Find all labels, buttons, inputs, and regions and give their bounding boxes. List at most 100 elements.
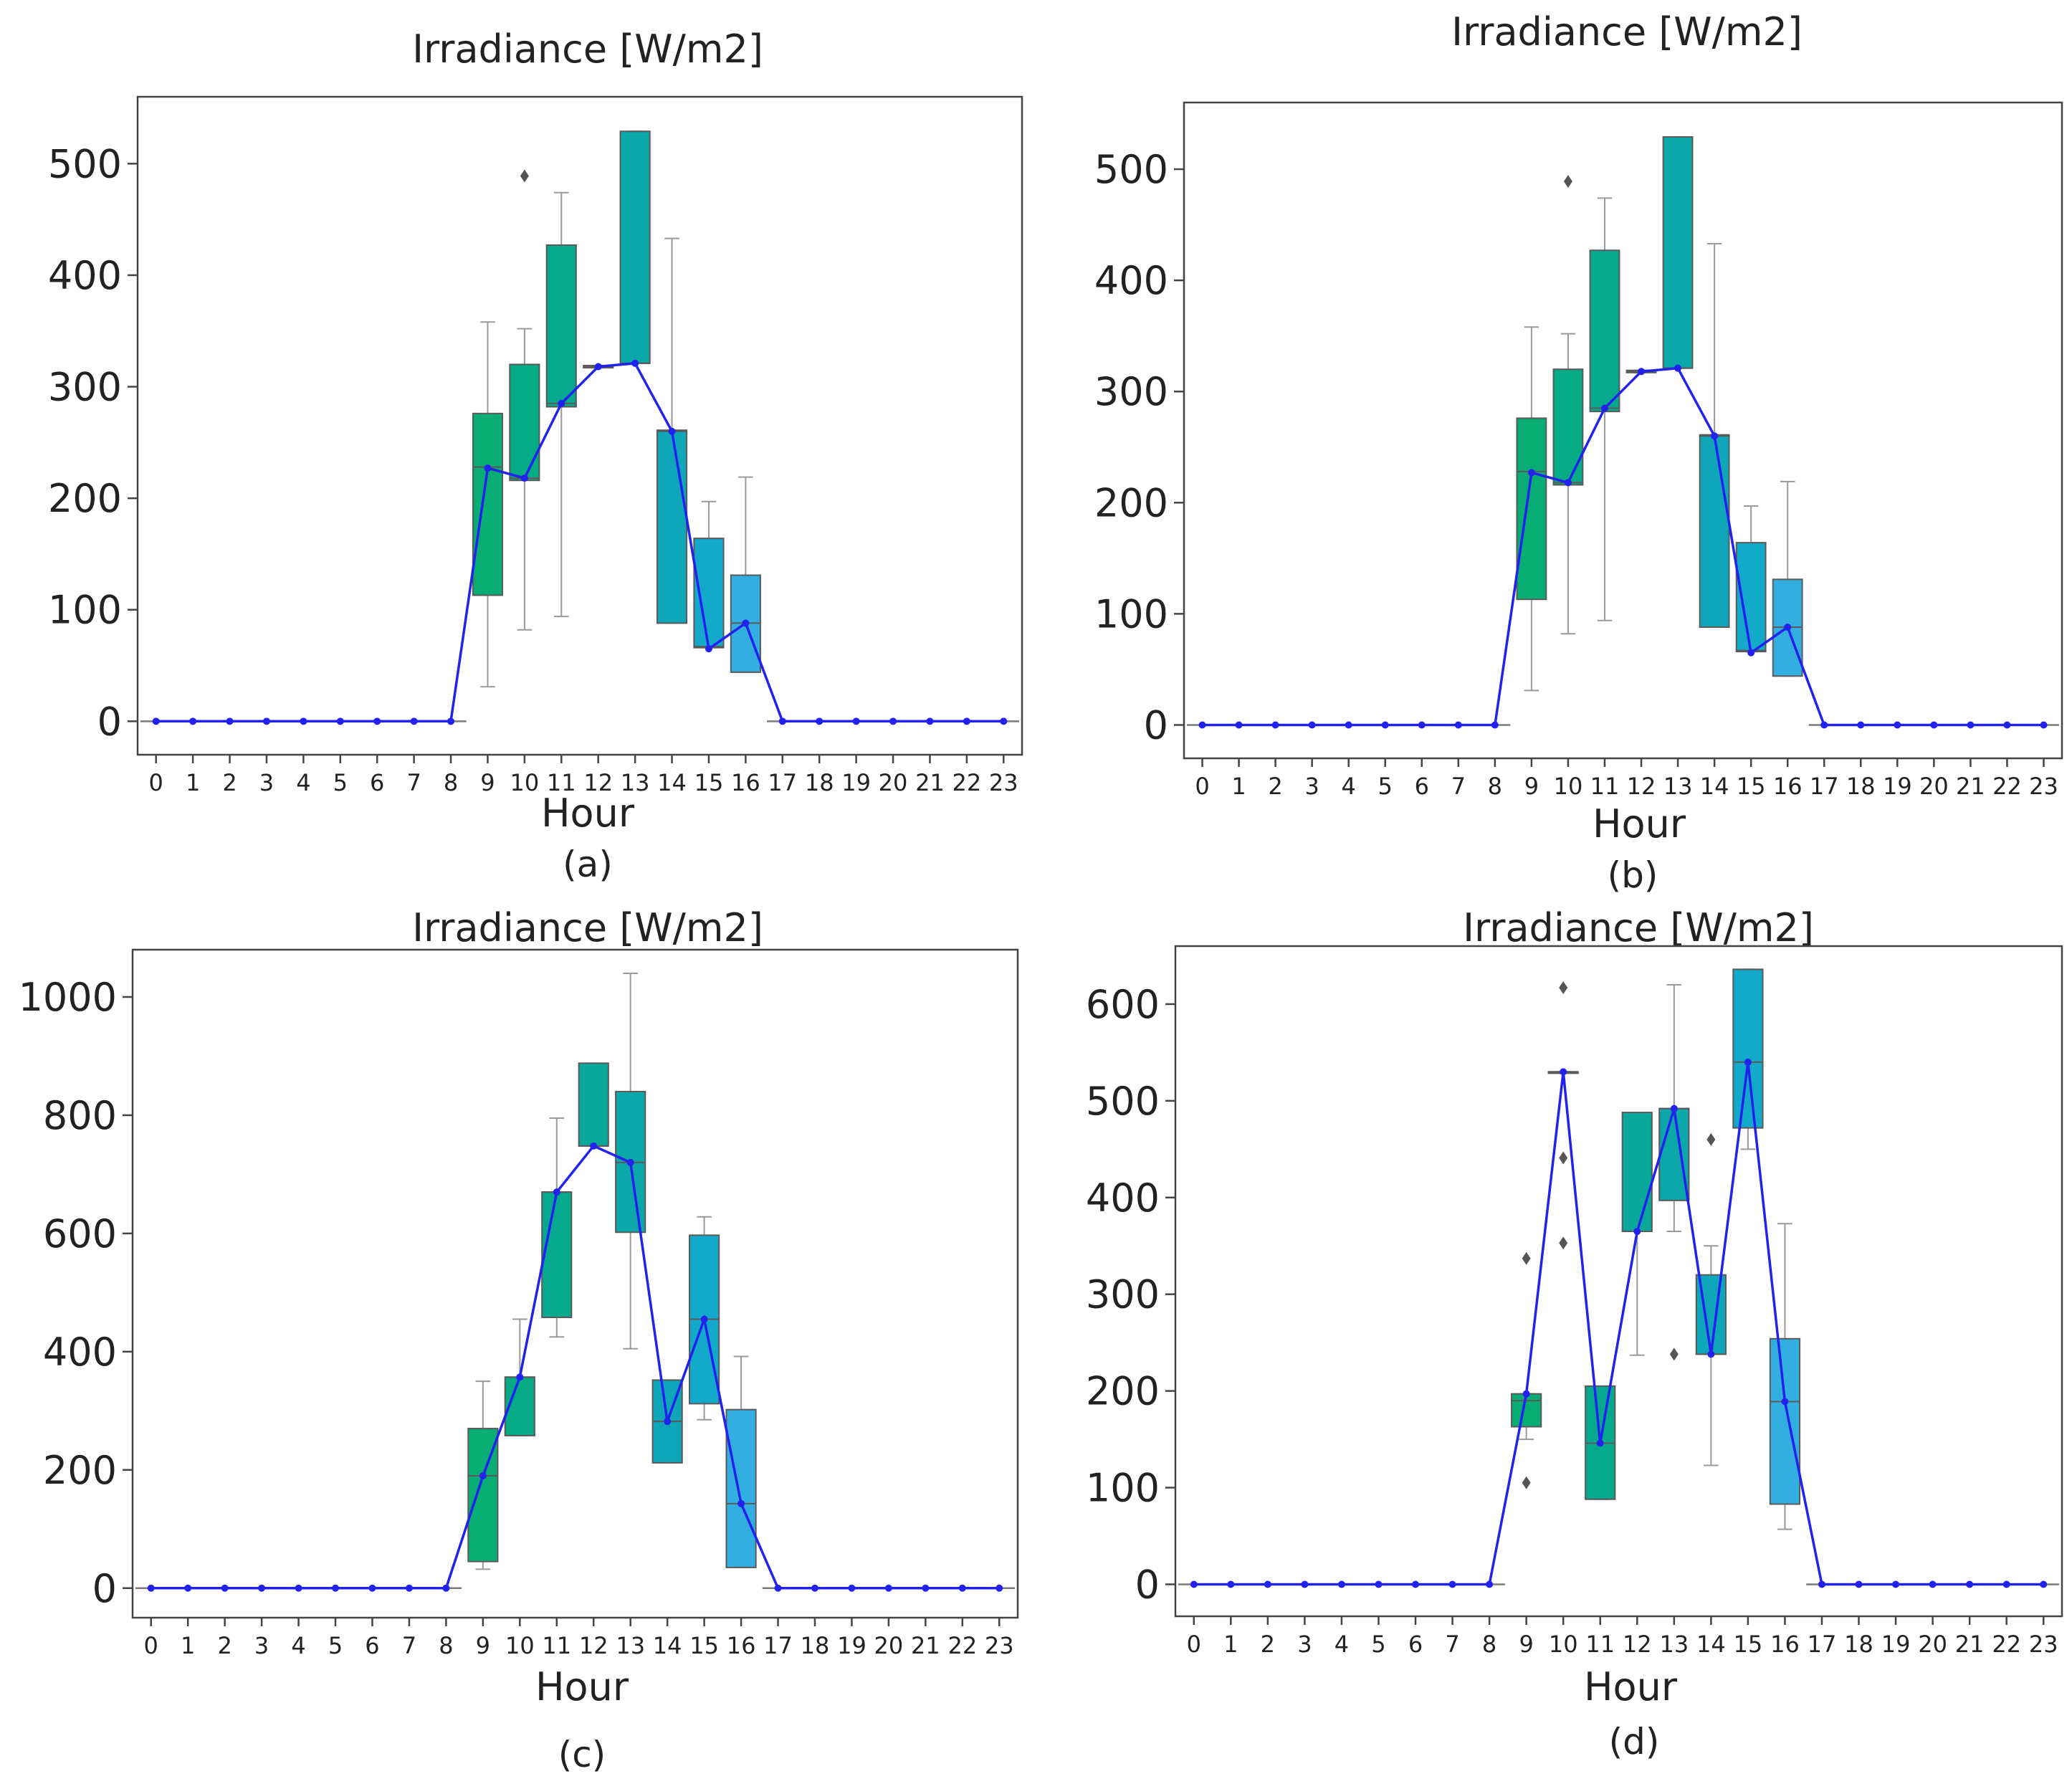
x-tick-label-c: 3 xyxy=(254,1632,269,1659)
mean-point-d xyxy=(1264,1580,1271,1588)
x-tick-label-c: 16 xyxy=(727,1632,756,1659)
x-tick-label-d: 20 xyxy=(1918,1631,1947,1658)
x-tick-label-b: 5 xyxy=(1378,773,1393,800)
mean-point-c xyxy=(884,1584,892,1592)
box-c-hour-12 xyxy=(578,1062,609,1147)
mean-line-b xyxy=(1202,366,2044,727)
mean-point-b xyxy=(1308,721,1316,729)
mean-point-b xyxy=(1454,721,1462,729)
mean-point-d xyxy=(1633,1228,1641,1236)
x-tick-label-c: 9 xyxy=(476,1632,490,1659)
mean-point-d xyxy=(1929,1580,1937,1588)
mean-point-d xyxy=(1412,1580,1420,1588)
box-c-hour-16 xyxy=(725,1408,757,1568)
x-tick-label-a: 19 xyxy=(841,769,871,796)
x-tick-label-c: 6 xyxy=(365,1632,379,1659)
x-tick-label-d: 19 xyxy=(1881,1631,1911,1658)
caption-a: (a) xyxy=(563,844,613,885)
mean-line-d xyxy=(1193,1062,2044,1586)
y-tick-label-b: 500 xyxy=(1094,147,1168,192)
x-tick-label-b: 7 xyxy=(1451,773,1466,800)
mean-point-c xyxy=(221,1584,229,1592)
mean-point-b xyxy=(1747,649,1755,657)
mean-point-d xyxy=(1855,1580,1863,1588)
mean-point-a xyxy=(852,717,860,725)
x-axis-label-b: Hour xyxy=(1593,801,1686,846)
x-tick-label-b: 15 xyxy=(1737,773,1766,800)
plot-frame-b xyxy=(1183,101,2063,760)
x-tick-label-c: 15 xyxy=(689,1632,719,1659)
x-axis-label-a: Hour xyxy=(541,791,635,836)
mean-point-b xyxy=(1857,721,1865,729)
x-tick-label-c: 10 xyxy=(505,1632,535,1659)
box-d-hour-16 xyxy=(1769,1337,1801,1505)
x-tick-label-b: 16 xyxy=(1773,773,1803,800)
x-tick-label-d: 8 xyxy=(1482,1631,1496,1658)
mean-point-c xyxy=(922,1584,930,1592)
outlier-d xyxy=(1522,1251,1531,1265)
caption-c: (c) xyxy=(558,1734,606,1775)
y-tick-label-b: 100 xyxy=(1094,591,1168,636)
x-tick-label-b: 1 xyxy=(1231,773,1246,800)
box-a-hour-14 xyxy=(656,429,688,624)
chart-title-d: Irradiance [W/m2] xyxy=(1463,905,1814,950)
box-a-hour-13 xyxy=(619,130,651,364)
mean-point-c xyxy=(590,1142,598,1150)
y-tick-label-d: 100 xyxy=(1086,1466,1160,1511)
y-tick-label-b: 200 xyxy=(1094,480,1168,525)
mean-point-a xyxy=(226,717,234,725)
x-tick-label-c: 1 xyxy=(181,1632,195,1659)
x-tick-label-a: 8 xyxy=(444,769,458,796)
x-axis-label-d: Hour xyxy=(1584,1664,1678,1709)
mean-point-a xyxy=(262,717,270,725)
mean-point-a xyxy=(594,363,602,371)
y-tick-label-c: 1000 xyxy=(19,975,117,1020)
mean-point-a xyxy=(520,474,528,482)
x-tick-label-b: 10 xyxy=(1554,773,1583,800)
x-tick-label-a: 6 xyxy=(370,769,384,796)
plot-frame-c xyxy=(131,948,1019,1619)
outlier-b xyxy=(1563,175,1572,189)
mean-point-d xyxy=(1227,1580,1235,1588)
x-tick-label-d: 22 xyxy=(1992,1631,2021,1658)
x-tick-label-a: 5 xyxy=(333,769,348,796)
mean-point-d xyxy=(1190,1580,1198,1588)
mean-point-a xyxy=(631,359,639,367)
box-a-hour-10 xyxy=(509,363,540,482)
mean-point-d xyxy=(1486,1580,1494,1588)
y-tick-label-d: 600 xyxy=(1086,982,1160,1027)
mean-point-c xyxy=(811,1584,818,1592)
mean-point-b xyxy=(1967,721,1975,729)
y-tick-label-b: 400 xyxy=(1094,258,1168,303)
x-tick-label-b: 0 xyxy=(1195,773,1209,800)
mean-point-d xyxy=(1892,1580,1900,1588)
mean-point-b xyxy=(1418,721,1426,729)
x-tick-label-c: 4 xyxy=(291,1632,305,1659)
x-tick-label-a: 7 xyxy=(406,769,421,796)
x-tick-label-b: 17 xyxy=(1810,773,1839,800)
outlier-a xyxy=(520,169,529,183)
mean-point-a xyxy=(447,717,455,725)
x-tick-label-c: 18 xyxy=(801,1632,830,1659)
mean-point-b xyxy=(1564,479,1572,487)
x-tick-label-b: 2 xyxy=(1268,773,1282,800)
mean-point-c xyxy=(332,1584,340,1592)
x-tick-label-a: 23 xyxy=(989,769,1018,796)
mean-point-c xyxy=(958,1584,966,1592)
mean-point-c xyxy=(553,1188,560,1196)
box-d-hour-15 xyxy=(1732,968,1764,1129)
mean-point-d xyxy=(2002,1580,2010,1588)
x-tick-label-c: 21 xyxy=(911,1632,940,1659)
x-tick-label-c: 5 xyxy=(328,1632,343,1659)
box-b-hour-9 xyxy=(1516,417,1547,601)
mean-point-b xyxy=(1600,404,1608,412)
mean-point-a xyxy=(778,717,786,725)
y-tick-label-a: 500 xyxy=(48,141,122,186)
mean-point-b xyxy=(1930,721,1938,729)
outlier-d xyxy=(1559,1236,1568,1250)
x-tick-label-c: 11 xyxy=(542,1632,571,1659)
